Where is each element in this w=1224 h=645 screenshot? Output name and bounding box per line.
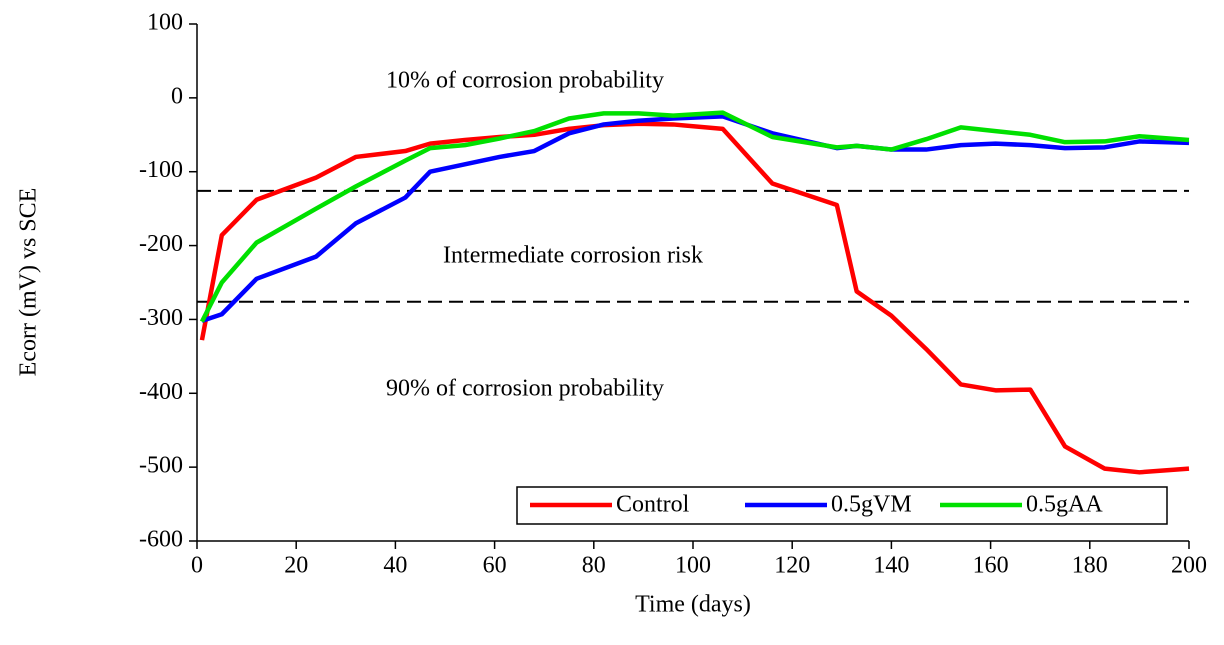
- y-tick-label: -400: [139, 379, 183, 405]
- annotation: Intermediate corrosion risk: [443, 243, 703, 269]
- legend-label: 0.5gAA: [1026, 492, 1103, 518]
- x-tick-label: 160: [973, 553, 1009, 579]
- x-tick-label: 0: [191, 553, 203, 579]
- x-tick-label: 100: [675, 553, 711, 579]
- annotation: 90% of corrosion probability: [386, 376, 664, 402]
- y-tick-label: -300: [139, 305, 183, 331]
- x-tick-label: 140: [873, 553, 909, 579]
- x-tick-label: 60: [483, 553, 507, 579]
- x-tick-label: 40: [383, 553, 407, 579]
- legend-label: 0.5gVM: [831, 492, 912, 518]
- legend-box: [516, 486, 1168, 525]
- y-tick-label: -100: [139, 157, 183, 183]
- x-axis-label: Time (days): [635, 592, 751, 618]
- y-tick-label: -200: [139, 231, 183, 257]
- x-tick-label: 120: [774, 553, 810, 579]
- y-tick-label: 100: [147, 10, 183, 36]
- data-line: [199, 110, 1190, 323]
- y-axis-label: Ecorr (mV) vs SCE: [16, 188, 42, 377]
- x-tick-label: 200: [1171, 553, 1207, 579]
- y-tick-label: 0: [171, 83, 183, 109]
- x-tick-label: 20: [284, 553, 308, 579]
- y-tick-label: -500: [139, 453, 183, 479]
- annotation: 10% of corrosion probability: [386, 68, 664, 94]
- y-tick-label: -600: [139, 527, 183, 553]
- x-tick-label: 80: [582, 553, 606, 579]
- data-line: [201, 114, 1190, 324]
- legend-label: Control: [616, 492, 690, 518]
- x-tick-label: 180: [1072, 553, 1108, 579]
- data-line: [199, 121, 1190, 475]
